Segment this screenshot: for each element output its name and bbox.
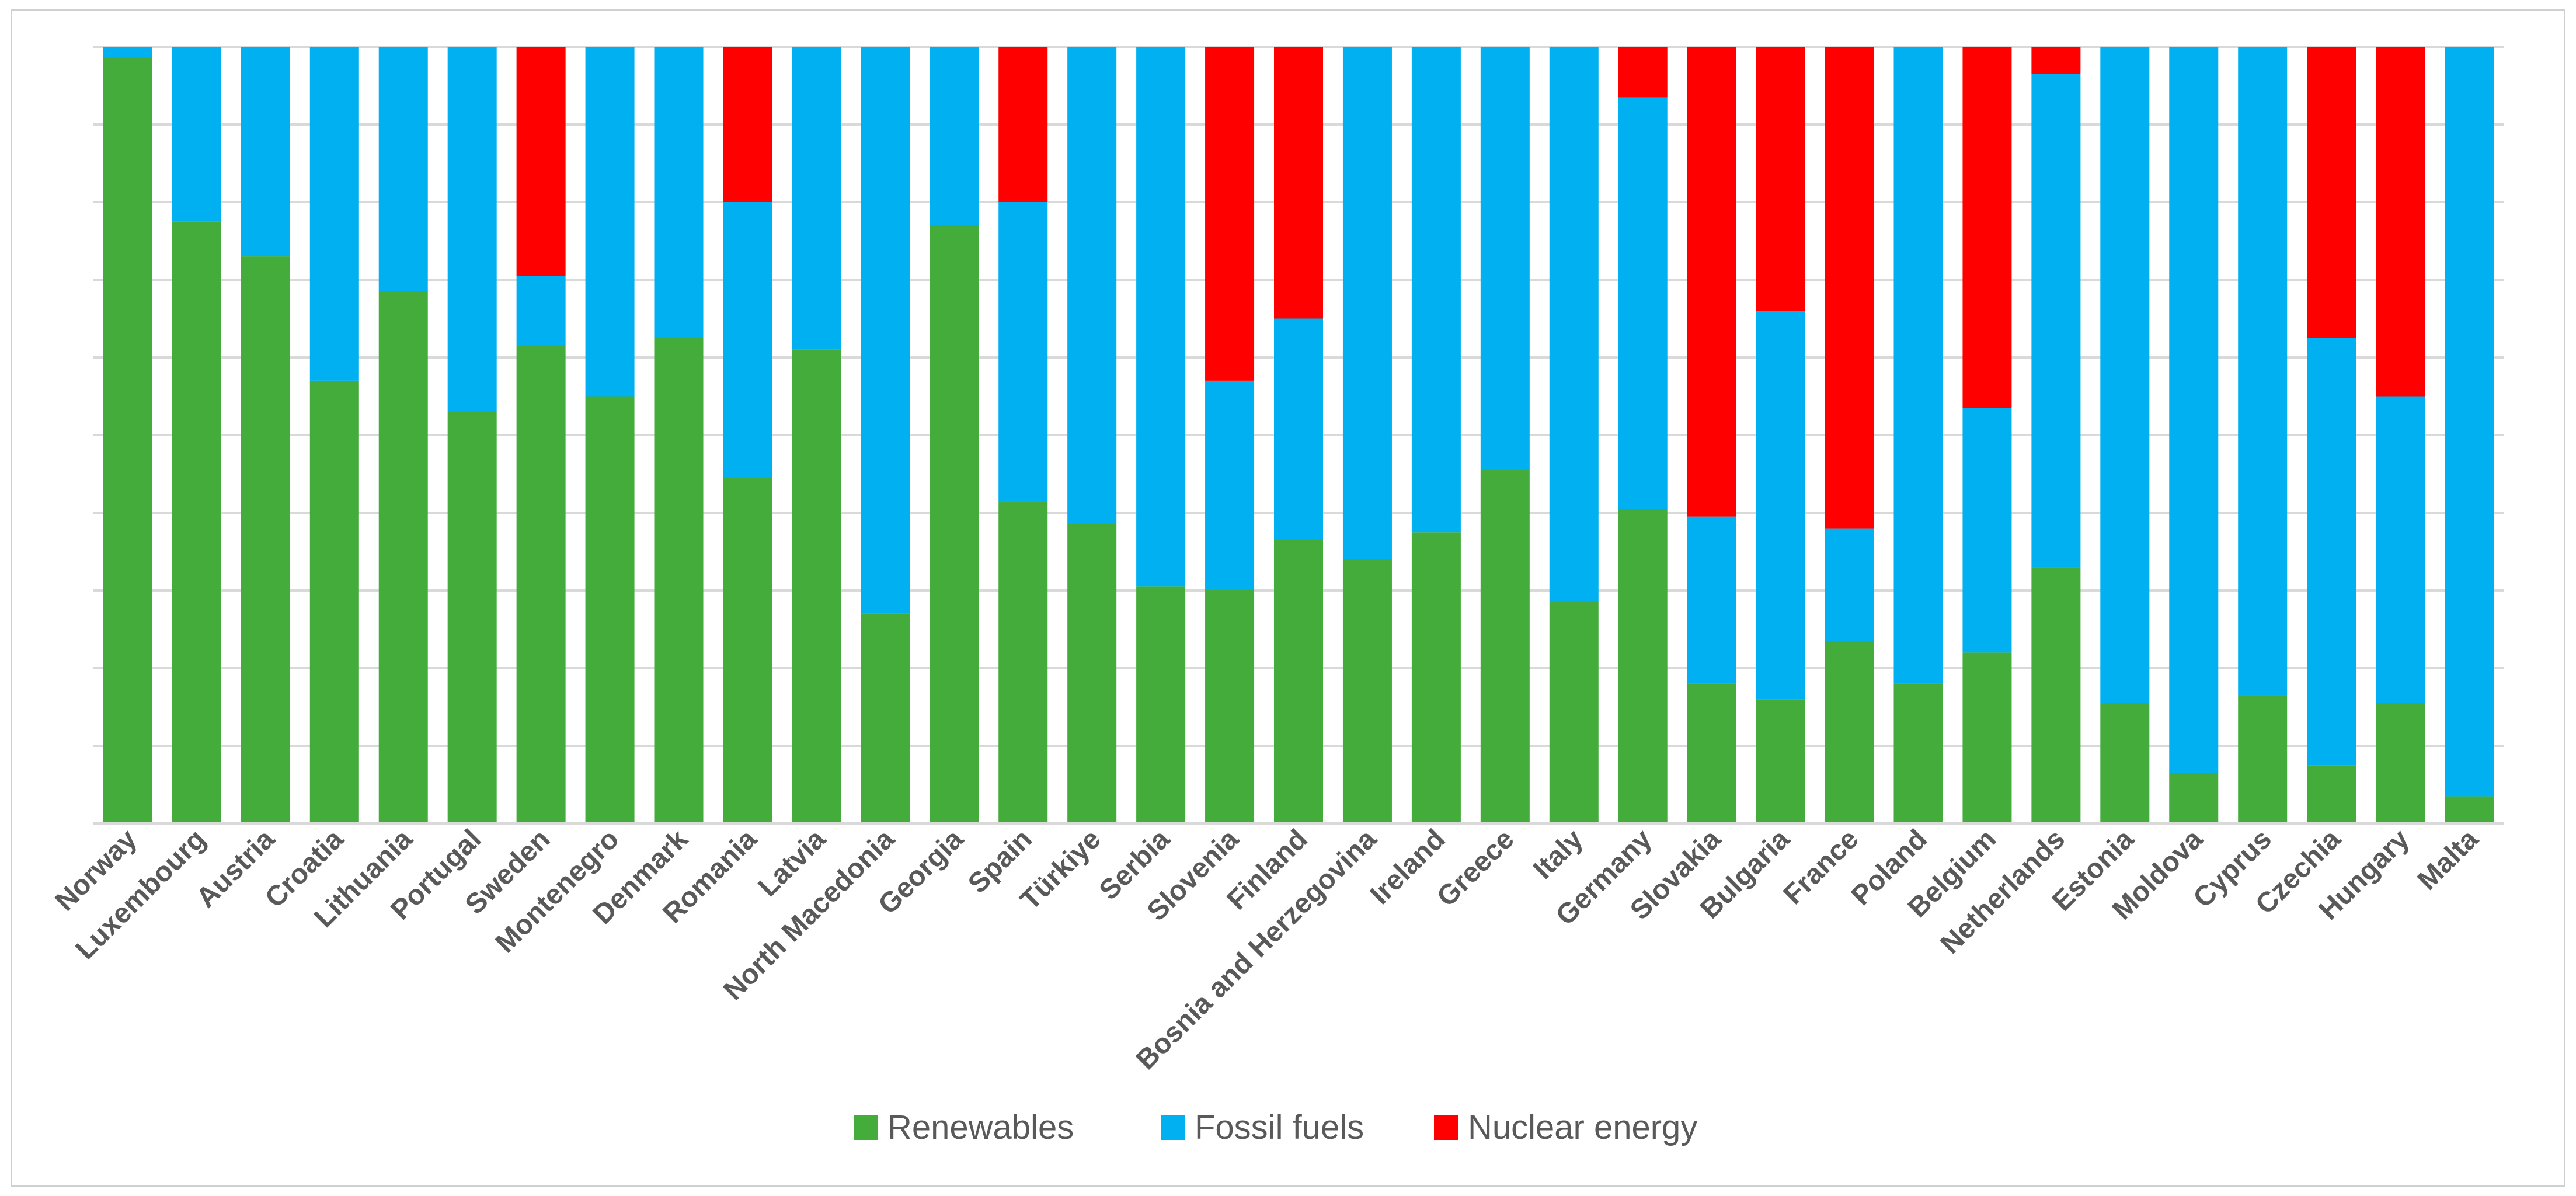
bar-fossil-fuels [172, 47, 221, 222]
bar-renewables [861, 613, 910, 823]
bar-nuclear-energy [2376, 47, 2425, 397]
bar-fossil-fuels [1342, 47, 1392, 559]
bar-renewables [930, 225, 979, 823]
bar-fossil-fuels [1205, 380, 1255, 590]
bar-fossil-fuels [998, 202, 1048, 502]
bar-fossil-fuels [1893, 47, 1943, 684]
bar-renewables [447, 412, 497, 823]
x-tick-label: Malta [2412, 823, 2484, 896]
bar-fossil-fuels [1962, 408, 2012, 653]
bar-fossil-fuels [2169, 47, 2219, 773]
bar-renewables [1962, 652, 2012, 823]
bar-fossil-fuels [1756, 311, 1805, 700]
bar-renewables [2445, 796, 2494, 823]
bar-fossil-fuels [1618, 97, 1668, 509]
bar-renewables [2169, 773, 2219, 823]
bar-renewables [1893, 683, 1943, 823]
legend-label-fossil-fuels: Fossil fuels [1195, 1108, 1364, 1146]
bar-renewables [309, 380, 359, 823]
bar-nuclear-energy [2031, 47, 2081, 74]
bar-fossil-fuels [2238, 47, 2288, 696]
bar-fossil-fuels [792, 47, 841, 350]
bar-renewables [2307, 765, 2356, 823]
bar-renewables [1687, 683, 1736, 823]
bar-renewables [378, 291, 428, 823]
bar-fossil-fuels [1480, 47, 1530, 470]
bar-nuclear-energy [1618, 47, 1668, 98]
bar-nuclear-energy [1687, 47, 1736, 517]
legend-label-renewables: Renewables [887, 1108, 1074, 1146]
bar-fossil-fuels [585, 47, 635, 397]
bar-fossil-fuels [447, 47, 497, 412]
bar-renewables [1549, 602, 1599, 823]
bar-fossil-fuels [2445, 47, 2494, 797]
bar-renewables [2031, 567, 2081, 823]
bar-renewables [516, 346, 566, 823]
bar-fossil-fuels [1549, 47, 1599, 602]
bar-renewables [2376, 703, 2425, 823]
bar-nuclear-energy [1825, 47, 1874, 529]
bar-renewables [172, 221, 221, 823]
x-tick-label: Greece [1431, 823, 1520, 913]
bar-fossil-fuels [309, 47, 359, 381]
bar-fossil-fuels [861, 47, 910, 614]
bar-renewables [1067, 524, 1117, 823]
bar-nuclear-energy [1756, 47, 1805, 311]
bar-renewables [1756, 699, 1805, 823]
legend: Renewables Fossil fuels Nuclear energy [854, 1108, 1697, 1146]
bar-fossil-fuels [1136, 47, 1186, 587]
bar-fossil-fuels [103, 47, 152, 58]
bar-nuclear-energy [723, 47, 772, 202]
bar-renewables [1136, 586, 1186, 823]
bar-renewables [1342, 559, 1392, 823]
bar-renewables [2100, 703, 2150, 823]
x-tick-label: France [1778, 823, 1865, 910]
bar-fossil-fuels [2031, 74, 2081, 568]
bar-nuclear-energy [998, 47, 1048, 202]
legend-swatch-nuclear-energy [1434, 1115, 1458, 1140]
bar-renewables [1480, 470, 1530, 823]
bar-renewables [241, 256, 290, 824]
bar-renewables [1274, 540, 1323, 823]
bar-fossil-fuels [1067, 47, 1117, 524]
bar-renewables [103, 58, 152, 824]
bar-fossil-fuels [2376, 396, 2425, 703]
bar-renewables [1205, 590, 1255, 823]
bar-renewables [998, 501, 1048, 823]
bar-nuclear-energy [1205, 47, 1255, 381]
bar-nuclear-energy [1274, 47, 1323, 319]
bar-fossil-fuels [2100, 47, 2150, 703]
bar-fossil-fuels [1687, 516, 1736, 684]
bar-renewables [792, 349, 841, 823]
bar-fossil-fuels [1825, 528, 1874, 641]
bar-fossil-fuels [241, 47, 290, 257]
bar-renewables [1618, 509, 1668, 823]
bar-fossil-fuels [723, 202, 772, 478]
bar-nuclear-energy [516, 47, 566, 276]
bar-renewables [1411, 532, 1461, 823]
bar-nuclear-energy [1962, 47, 2012, 408]
bar-renewables [654, 338, 704, 823]
bar-fossil-fuels [1274, 318, 1323, 540]
bars [103, 47, 2494, 824]
legend-swatch-fossil-fuels [1161, 1115, 1185, 1140]
bar-renewables [1825, 641, 1874, 823]
bar-fossil-fuels [1411, 47, 1461, 533]
x-tick-labels: NorwayLuxembourgAustriaCroatiaLithuaniaP… [50, 823, 2484, 1076]
legend-label-nuclear-energy: Nuclear energy [1468, 1108, 1697, 1146]
bar-renewables [2238, 695, 2288, 823]
legend-swatch-renewables [854, 1115, 878, 1140]
x-tick-label: Italy [1527, 823, 1589, 885]
bar-fossil-fuels [2307, 338, 2356, 766]
bar-nuclear-energy [2307, 47, 2356, 338]
bar-renewables [585, 396, 635, 823]
bar-renewables [723, 478, 772, 823]
bar-fossil-fuels [654, 47, 704, 338]
bar-fossil-fuels [516, 276, 566, 346]
bar-fossil-fuels [930, 47, 979, 225]
bar-fossil-fuels [378, 47, 428, 291]
